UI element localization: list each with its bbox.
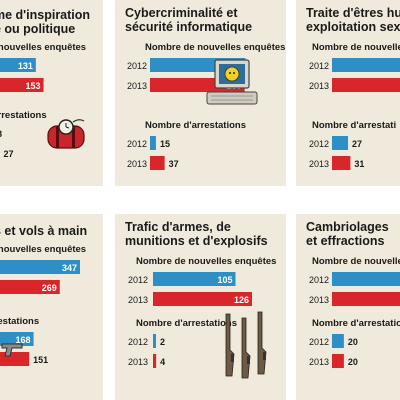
value-label: 131 bbox=[18, 61, 33, 71]
value-label: 27 bbox=[3, 149, 13, 159]
year-label: 2013 bbox=[309, 81, 329, 91]
chart-subtitle: Nombre d'arrestati bbox=[312, 120, 396, 131]
panel-title: me d'inspiration e ou politique bbox=[0, 8, 90, 36]
bar-2013 bbox=[332, 78, 400, 92]
bar-2012 bbox=[153, 334, 156, 348]
panel-title-line: Traite d'êtres hum bbox=[306, 6, 400, 20]
value-label: 105 bbox=[217, 275, 232, 285]
bar-2013 bbox=[153, 292, 252, 306]
bar-2013 bbox=[332, 156, 351, 170]
year-label: 2012 bbox=[309, 139, 329, 149]
panel-title: s et vols à main bbox=[0, 224, 87, 238]
value-label: 151 bbox=[33, 355, 48, 365]
bar-2012 bbox=[332, 272, 400, 286]
year-label: 2013 bbox=[309, 357, 329, 367]
panel-title-line: me d'inspiration bbox=[0, 8, 91, 22]
value-label: 153 bbox=[26, 81, 41, 91]
rifles-icon bbox=[218, 310, 276, 382]
value-label: 347 bbox=[62, 263, 77, 273]
panel-title: Cambriolages et effractions bbox=[306, 220, 389, 248]
panel-title-line: Cambriolages bbox=[306, 220, 389, 234]
bar-chart: Nombre de nouvelles enquêtes 2012 105 2013 1… bbox=[128, 256, 276, 368]
chart-subtitle: 'arrestations bbox=[0, 110, 47, 121]
panel-vols: s et vols à main s nouvelles enquêtes 347… bbox=[0, 214, 103, 400]
bar-2013 bbox=[153, 354, 157, 368]
year-label: 2013 bbox=[127, 81, 147, 91]
panel-terrorisme: me d'inspiration e ou politique s nouvel… bbox=[0, 0, 103, 186]
year-label: 2012 bbox=[128, 275, 148, 285]
panel-cambriolages: Cambriolages et effractions Nombre de no… bbox=[296, 214, 400, 400]
panel-cyber: Cybercriminalité et sécurité informatiqu… bbox=[115, 0, 286, 186]
bar-2012 bbox=[153, 272, 236, 286]
panel-title-line: et effractions bbox=[306, 234, 385, 248]
chart-subtitle: s nouvelles enquêtes bbox=[0, 244, 86, 255]
panel-title: Cybercriminalité et sécurité informatiqu… bbox=[125, 6, 252, 34]
pistol-icon bbox=[0, 338, 26, 360]
bar-chart: s nouvelles enquêtes 131 153 'arrestations 8… bbox=[0, 42, 86, 159]
value-label: 20 bbox=[348, 337, 358, 347]
bar-chart: s nouvelles enquêtes 347 269 rrestations 168… bbox=[0, 244, 86, 366]
chart-subtitle: Nombre d'arrestations bbox=[145, 120, 246, 131]
panel-title-line: munitions et d'explosifs bbox=[125, 234, 268, 248]
year-label: 2012 bbox=[127, 139, 147, 149]
bar-chart: Nombre de nouvelles 2012 2013 Nombre d'arre… bbox=[309, 256, 400, 368]
panel-title-line: s et vols à main bbox=[0, 224, 88, 238]
value-label: 27 bbox=[352, 139, 362, 149]
value-label: 31 bbox=[354, 159, 364, 169]
bar-2012 bbox=[150, 136, 156, 150]
bar-2013 bbox=[332, 354, 344, 368]
bar-2013 bbox=[332, 292, 400, 306]
value-label: 269 bbox=[42, 283, 57, 293]
value-label: 15 bbox=[160, 139, 170, 149]
panel-title: Trafic d'armes, de munitions et d'explos… bbox=[125, 220, 268, 248]
value-label: 2 bbox=[160, 337, 165, 347]
value-label: 126 bbox=[234, 295, 249, 305]
value-label: 37 bbox=[169, 159, 179, 169]
year-label: 2013 bbox=[128, 357, 148, 367]
value-label: 168 bbox=[16, 335, 31, 345]
value-label: 4 bbox=[160, 357, 165, 367]
year-label: 2012 bbox=[128, 337, 148, 347]
chart-subtitle: rrestations bbox=[0, 316, 39, 327]
year-label: 2012 bbox=[309, 275, 329, 285]
chart-subtitle: Nombre de nouvelles bbox=[312, 42, 400, 53]
panel-title-line: sécurité informatique bbox=[125, 20, 253, 34]
bar-chart: Nombre de nouvelles 2012 2013 Nombre d'arre… bbox=[309, 42, 400, 170]
bar-2013 bbox=[0, 78, 44, 92]
chart-subtitle: Nombre de nouvelles enquêtes bbox=[145, 42, 285, 53]
year-label: 2013 bbox=[309, 295, 329, 305]
panel-title-line: Trafic d'armes, de bbox=[125, 220, 231, 234]
year-label: 2013 bbox=[128, 295, 148, 305]
year-label: 2012 bbox=[309, 337, 329, 347]
bar-2012 bbox=[0, 332, 34, 346]
value-label: 20 bbox=[348, 357, 358, 367]
chart-subtitle: Nombre d'arrestatio bbox=[312, 318, 400, 329]
chart-subtitle: Nombre d'arrestations bbox=[136, 318, 237, 329]
chart-subtitle: s nouvelles enquêtes bbox=[0, 42, 86, 53]
panel-armes: Trafic d'armes, de munitions et d'explos… bbox=[115, 214, 286, 400]
bar-2013 bbox=[150, 156, 165, 170]
bar-2013 bbox=[0, 280, 60, 294]
bar-2012 bbox=[0, 260, 80, 274]
year-label: 2012 bbox=[127, 61, 147, 71]
bomb-icon bbox=[44, 118, 88, 152]
panel-title: Traite d'êtres hum exploitation sexu bbox=[306, 6, 400, 34]
value-label: 8 bbox=[0, 129, 2, 139]
panel-title-line: exploitation sexu bbox=[306, 20, 400, 34]
bar-2012 bbox=[332, 136, 349, 150]
panel-title-line: Cybercriminalité et bbox=[125, 6, 238, 20]
year-label: 2013 bbox=[309, 159, 329, 169]
year-label: 2012 bbox=[309, 61, 329, 71]
year-label: 2013 bbox=[127, 159, 147, 169]
computer-icon bbox=[201, 58, 263, 110]
chart-subtitle: Nombre de nouvelles enquêtes bbox=[136, 256, 276, 267]
bar-2012 bbox=[332, 334, 344, 348]
bar-2012 bbox=[332, 58, 400, 72]
panel-title-line: e ou politique bbox=[0, 22, 76, 36]
panel-traite: Traite d'êtres hum exploitation sexu Nom… bbox=[296, 0, 400, 186]
chart-subtitle: Nombre de nouvelles bbox=[312, 256, 400, 267]
bar-2012 bbox=[0, 58, 36, 72]
